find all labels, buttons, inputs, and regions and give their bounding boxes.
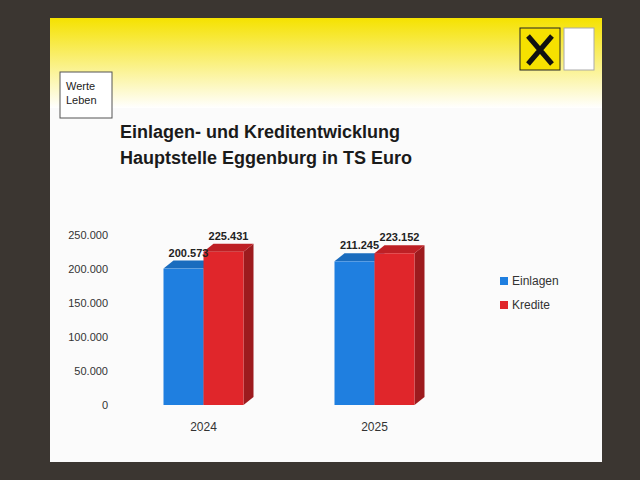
slide-band bbox=[50, 18, 602, 108]
badge-box bbox=[60, 72, 112, 118]
logo2 bbox=[564, 28, 594, 70]
legend-swatch bbox=[500, 277, 508, 285]
y-tick-label: 0 bbox=[102, 399, 108, 411]
x-tick-label: 2025 bbox=[361, 420, 388, 434]
bar bbox=[335, 261, 375, 405]
logo bbox=[520, 28, 560, 70]
y-tick-label: 100.000 bbox=[68, 331, 108, 343]
legend-swatch bbox=[500, 301, 508, 309]
data-label: 223.152 bbox=[380, 231, 420, 243]
bars bbox=[164, 244, 425, 405]
bar-side bbox=[244, 244, 254, 405]
badge-line: Werte bbox=[66, 80, 95, 92]
y-tick-label: 200.000 bbox=[68, 263, 108, 275]
bar bbox=[164, 269, 204, 405]
bar-side bbox=[415, 245, 425, 405]
bar-top bbox=[375, 245, 425, 253]
bar bbox=[204, 252, 244, 405]
y-tick-label: 250.000 bbox=[68, 229, 108, 241]
x-tick-label: 2024 bbox=[190, 420, 217, 434]
data-label: 225.431 bbox=[209, 230, 249, 242]
logo-mark bbox=[528, 36, 552, 64]
badge: Werte Leben bbox=[66, 80, 97, 106]
y-tick-label: 150.000 bbox=[68, 297, 108, 309]
title: Einlagen- und Kreditentwicklung bbox=[120, 122, 400, 142]
slide bbox=[50, 18, 602, 462]
data-label: 200.573 bbox=[169, 247, 209, 259]
legend-label: Kredite bbox=[512, 298, 550, 312]
subtitle: Hauptstelle Eggenburg in TS Euro bbox=[120, 148, 412, 168]
data-label: 211.245 bbox=[340, 239, 379, 251]
legend-label: Einlagen bbox=[512, 274, 559, 288]
badge-line: Leben bbox=[66, 94, 97, 106]
y-tick-label: 50.000 bbox=[74, 365, 108, 377]
chart-root: Werte Leben Einlagen- und Kreditentwicklun… bbox=[0, 0, 640, 480]
bar bbox=[375, 253, 415, 405]
bar-top bbox=[204, 244, 254, 252]
